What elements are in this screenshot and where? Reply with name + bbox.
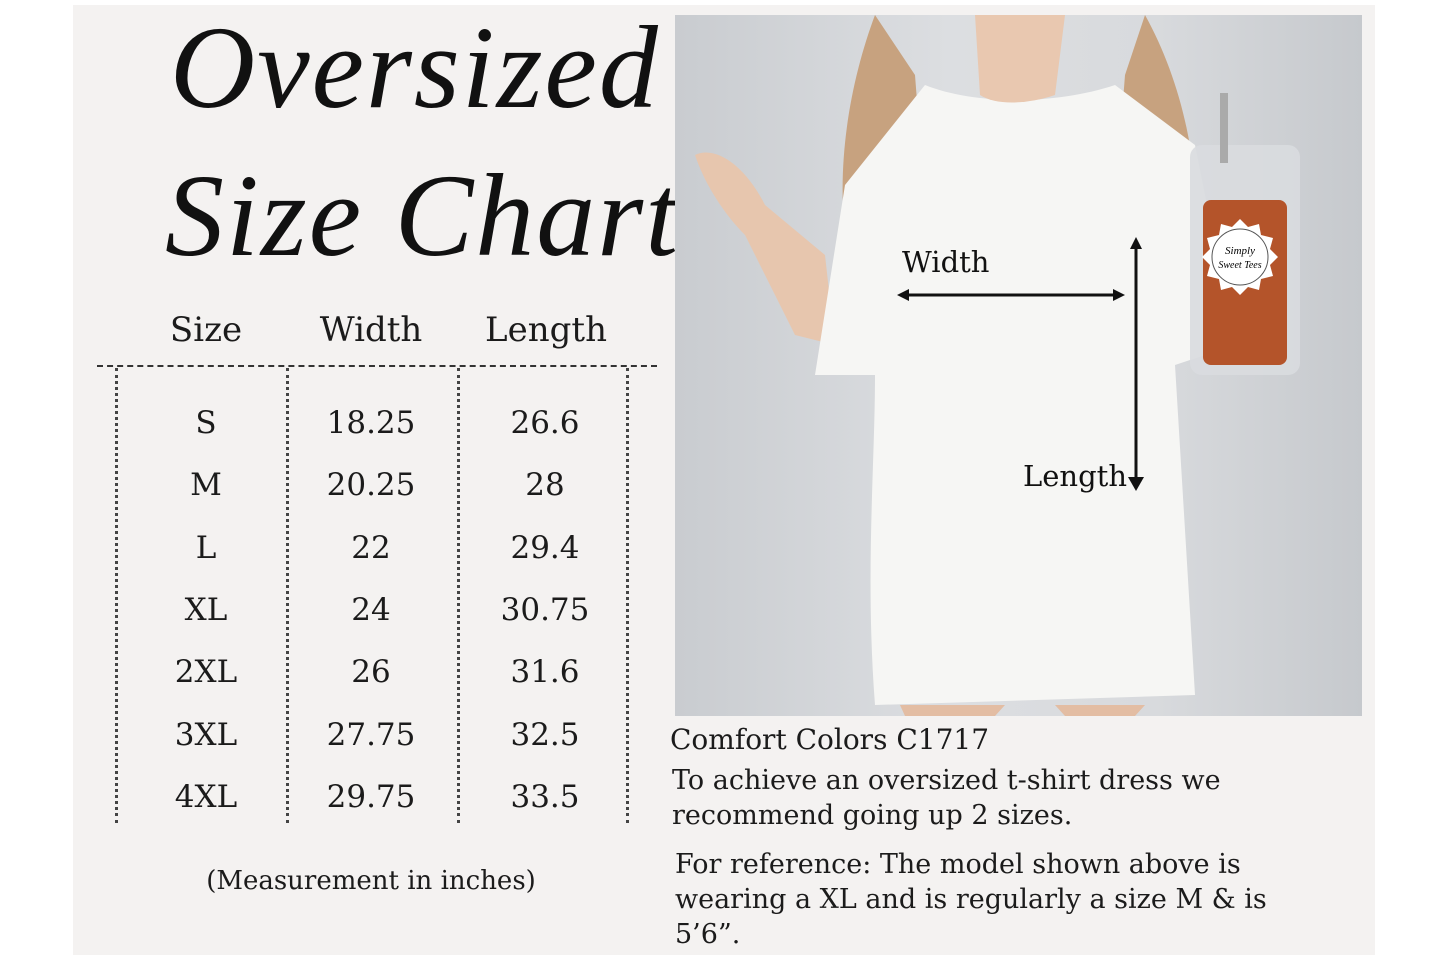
column-divider [286,368,289,823]
model-illustration: Simply Sweet Tees [695,15,1300,716]
cell-width: 20.25 [326,467,416,504]
legs [900,705,1145,716]
straw [1220,93,1228,163]
cell-size: 2XL [174,654,238,691]
measurement-note: (Measurement in inches) [206,866,536,896]
cell-size: M [190,467,222,504]
reference-line-2: wearing a XL and is regularly a size M &… [675,884,1267,915]
cell-length: 29.4 [510,529,580,566]
cell-size: L [195,529,217,566]
header-width: Width [319,310,423,350]
cell-length: 30.75 [500,591,590,628]
cell-size: XL [184,591,228,628]
neck [975,15,1065,103]
title-line-2: Size Chart [165,150,680,281]
cell-size: 3XL [174,716,238,753]
cell-width: 22 [351,529,391,566]
cell-width: 24 [351,591,391,628]
brand-logo: Simply Sweet Tees [1202,219,1278,295]
left-arm [695,152,835,345]
recommendation-line-2: recommend going up 2 sizes. [672,800,1073,831]
cell-width: 27.75 [326,716,416,753]
cell-width: 26 [351,654,391,691]
column-divider [626,368,629,823]
title-line-1: Oversized [170,2,660,133]
column-divider [115,368,118,823]
reference-line-1: For reference: The model shown above is [675,849,1241,880]
column-divider [457,368,460,823]
svg-text:Sweet Tees: Sweet Tees [1218,260,1261,271]
recommendation-line-1: To achieve an oversized t-shirt dress we [672,765,1221,796]
cell-size: 4XL [174,778,238,815]
cell-length: 31.6 [510,654,580,691]
cell-length: 32.5 [510,716,580,753]
cell-length: 28 [525,467,565,504]
product-name: Comfort Colors C1717 [670,723,990,756]
cell-width: 29.75 [326,778,416,815]
t-shirt-shape [815,85,1235,705]
reference-line-3: 5’6”. [675,919,741,950]
cell-width: 18.25 [326,405,416,441]
header-size: Size [169,310,243,350]
length-label: Length [1023,459,1127,493]
svg-text:Simply: Simply [1225,245,1255,257]
model-photo: Simply Sweet Tees Width Length [675,15,1362,716]
header-length: Length [485,310,607,350]
width-label: Width [902,245,990,279]
cell-size: S [195,405,217,441]
cell-length: 33.5 [510,778,580,815]
cell-length: 26.6 [510,405,580,441]
header-divider [97,365,657,367]
